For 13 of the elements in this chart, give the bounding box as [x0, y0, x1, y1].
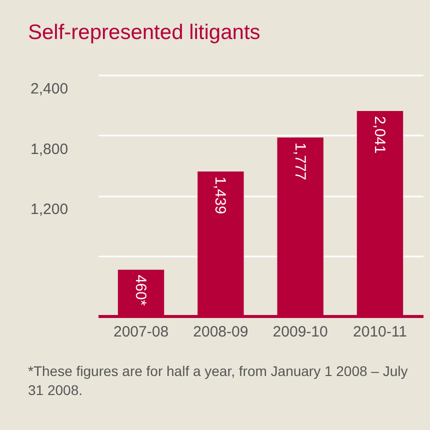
x-tick-label: 2009-10	[272, 324, 328, 340]
data-label: 460*	[132, 274, 150, 306]
x-tick-label: 2008-09	[193, 324, 248, 340]
data-label: 2,041	[370, 116, 388, 154]
data-label: 1,777	[291, 142, 308, 180]
y-tick-label: 2,400	[30, 80, 68, 98]
data-label: 1,439	[212, 176, 229, 214]
y-tick-label: 1,200	[30, 201, 68, 218]
text: *These figures are for half a year, from January 1 2008 – July 31 2008.	[28, 362, 409, 400]
x-tick-label: 2007-08	[113, 324, 169, 340]
chart-title: Self-represented litigants	[28, 21, 260, 44]
x-tick-label: 2010-11	[353, 324, 407, 340]
y-tick-label: 1,800	[30, 140, 68, 158]
